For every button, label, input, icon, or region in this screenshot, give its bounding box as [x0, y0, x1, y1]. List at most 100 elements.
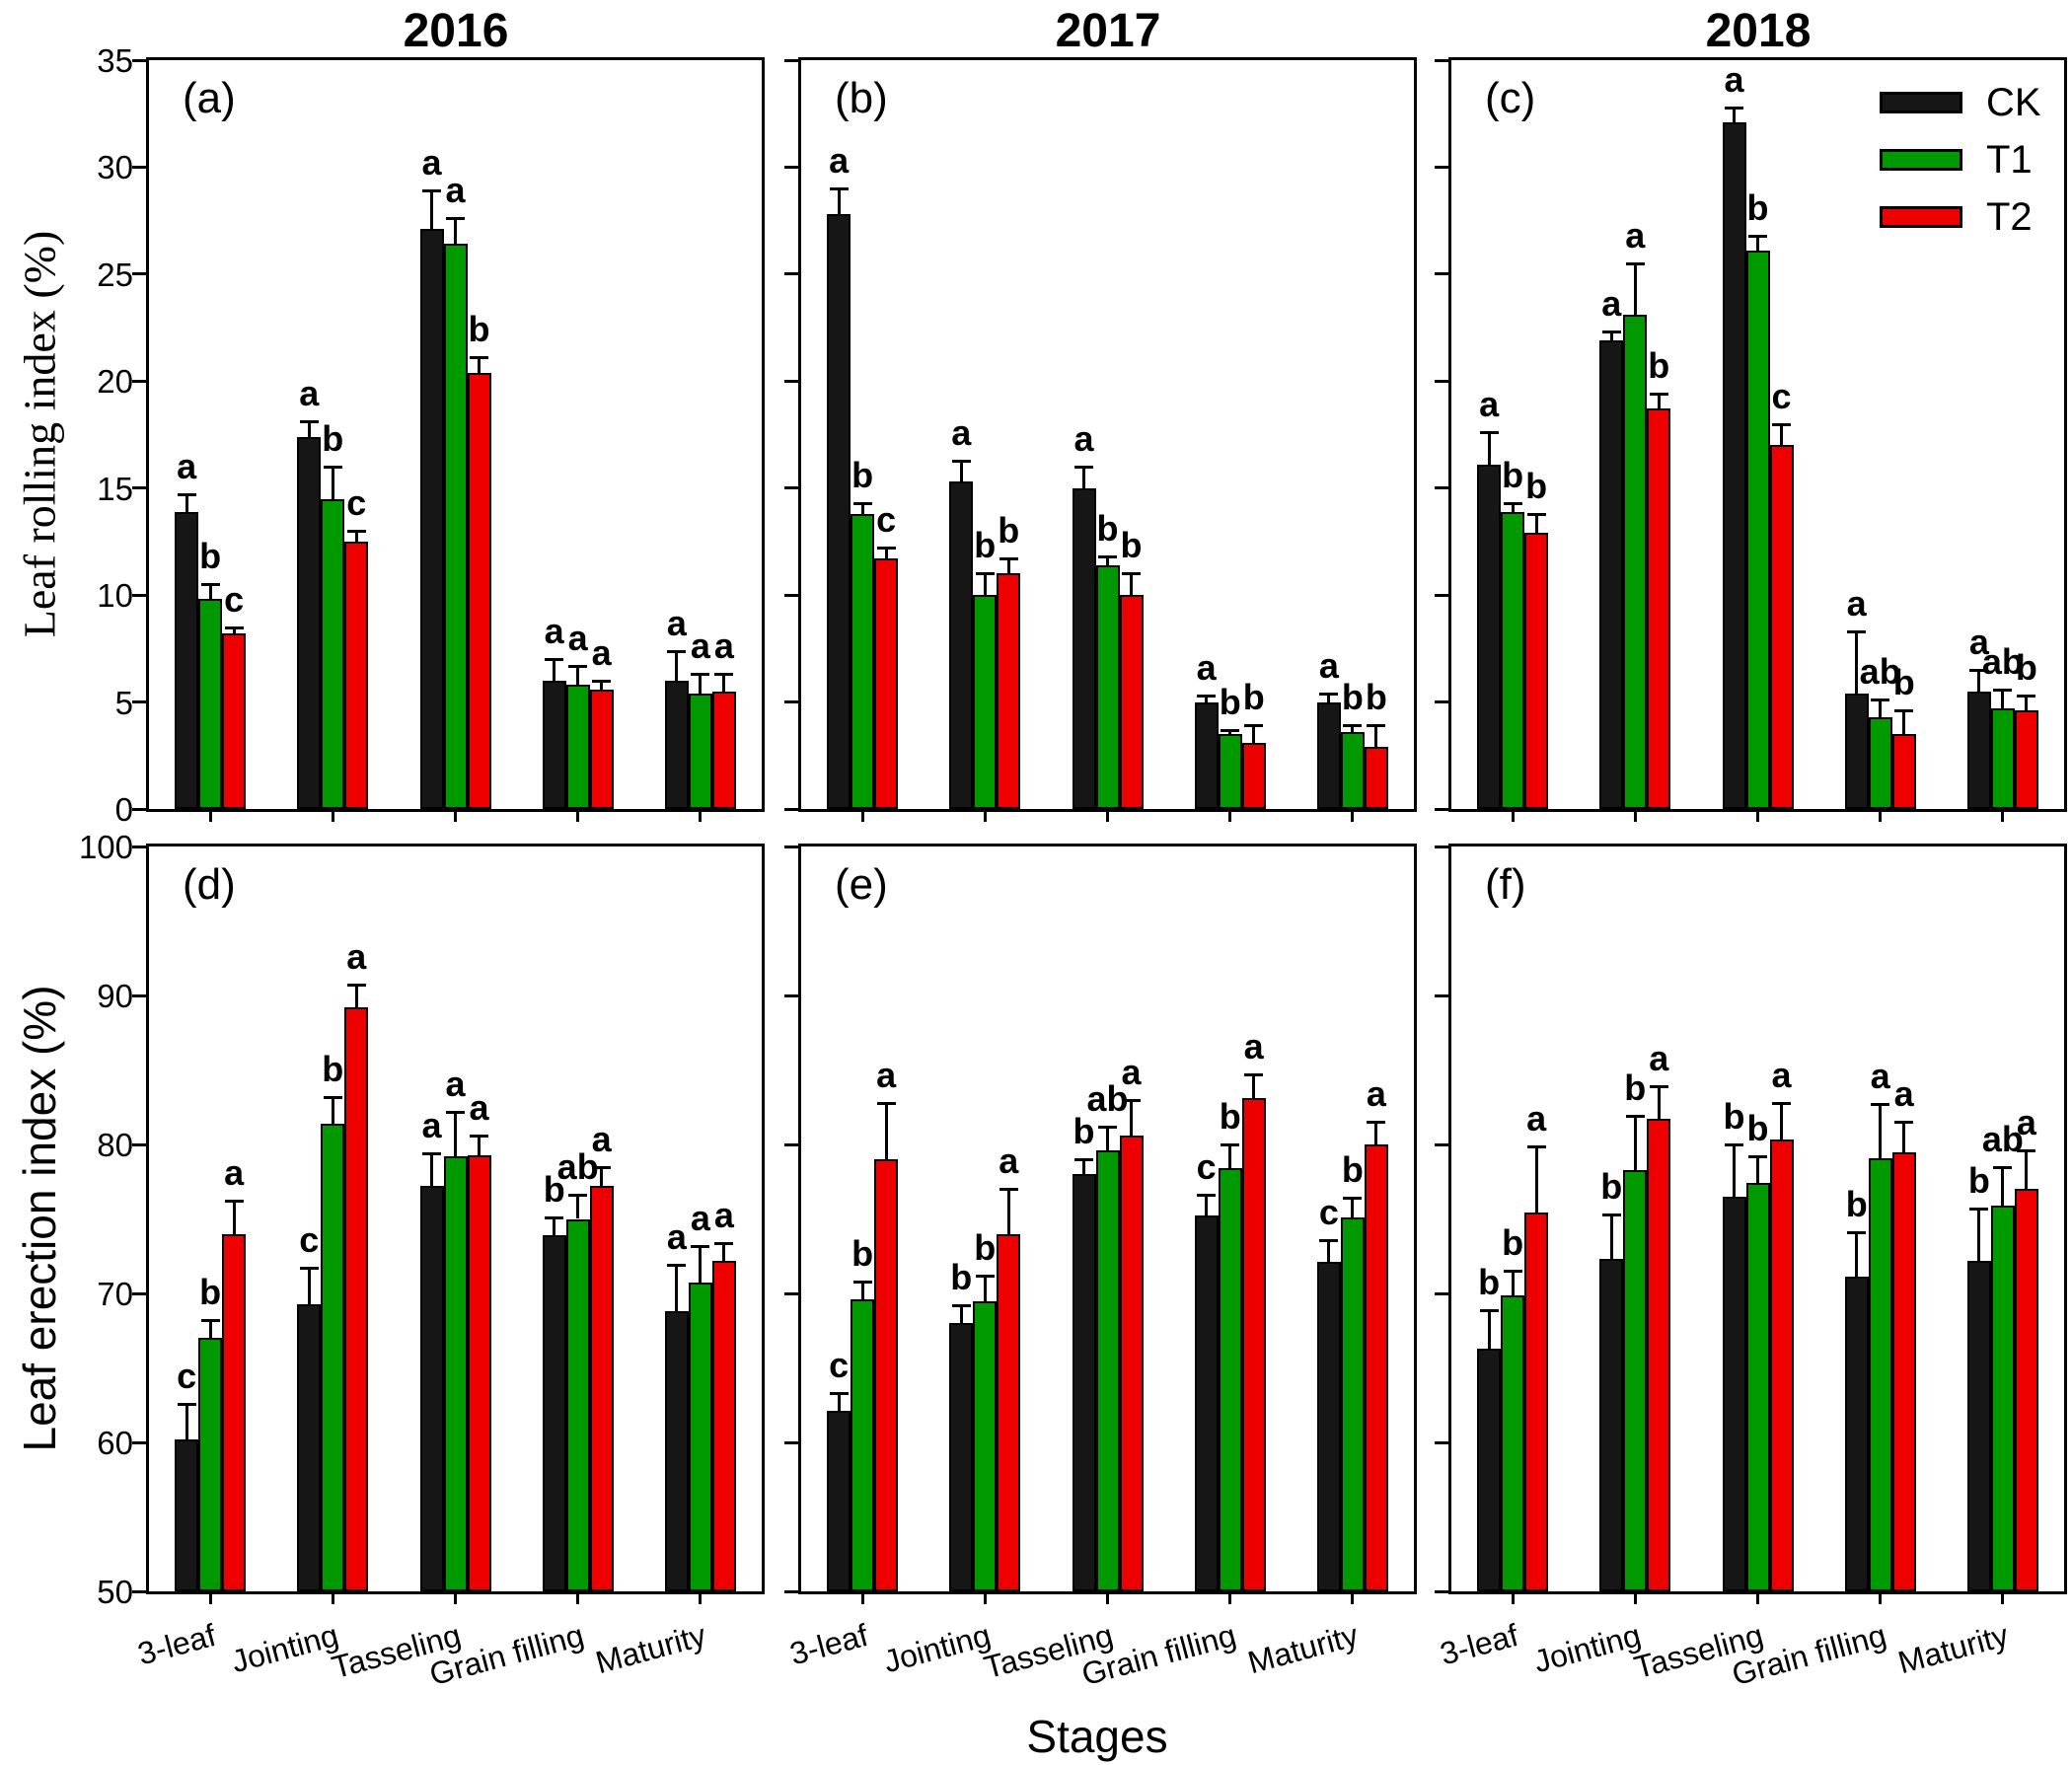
significance-letter: b	[1723, 1096, 1745, 1137]
significance-letter: a	[567, 617, 588, 658]
error-bar-cap	[592, 1165, 612, 1169]
error-bar-line	[1733, 1144, 1736, 1197]
bar-t1-jointing	[1623, 1169, 1648, 1591]
bar-t2-grain-filling	[589, 689, 614, 809]
error-bar-cap	[346, 984, 366, 988]
error-bar-cap	[876, 547, 896, 551]
significance-letter: b	[199, 1272, 222, 1313]
error-bar-line	[983, 1275, 987, 1301]
y-tick-mark	[784, 807, 798, 811]
bar-t2-jointing	[997, 1233, 1021, 1591]
error-bar-line	[1657, 394, 1661, 409]
significance-letter: b	[1365, 677, 1387, 718]
significance-letter: b	[1341, 677, 1364, 718]
significance-letter: ab	[1981, 1118, 2024, 1159]
significance-letter: c	[1771, 375, 1792, 416]
y-axis-title-leaf-rolling: Leaf rolling index (%)	[14, 230, 65, 638]
significance-letter: ab	[1981, 640, 2024, 682]
significance-letter: a	[544, 611, 564, 652]
error-bar-cap	[1993, 688, 2013, 692]
significance-letter: ab	[1859, 651, 1901, 693]
error-bar-cap	[200, 583, 220, 587]
error-bar-line	[1977, 1208, 1981, 1261]
y-tick-mark	[1435, 700, 1448, 704]
y-tick-label: 35	[97, 42, 133, 79]
bar-t1-maturity	[1990, 708, 2015, 809]
column-title-2017: 2017	[1055, 5, 1161, 57]
bar-t1-grain-filling	[565, 685, 590, 809]
error-bar-line	[1374, 1122, 1378, 1144]
error-bar-line	[478, 357, 481, 373]
y-tick-mark	[784, 1142, 798, 1146]
bar-ck-tasseling	[1072, 487, 1096, 809]
error-bar-line	[454, 218, 457, 245]
significance-letter: a	[1526, 1097, 1547, 1139]
x-tick-mark	[1106, 1591, 1109, 1604]
x-tick-mark	[576, 809, 580, 822]
bar-t1-maturity	[1340, 1216, 1365, 1591]
bar-t2-jointing	[997, 573, 1021, 809]
bar-t2-maturity	[2014, 1189, 2038, 1591]
significance-letter: b	[1502, 454, 1524, 495]
error-bar-cap	[975, 1274, 995, 1278]
significance-letter: b	[322, 1048, 344, 1089]
y-tick-label: 15	[97, 470, 133, 507]
error-bar-cap	[1367, 724, 1386, 728]
error-bar-line	[1511, 1271, 1515, 1295]
panel-label-d: (d)	[183, 860, 236, 909]
y-tick-mark	[132, 165, 146, 169]
error-bar-line	[1351, 1198, 1355, 1217]
bar-t2-jointing	[1647, 408, 1671, 809]
error-bar-cap	[224, 1200, 244, 1204]
significance-letter: b	[1120, 525, 1143, 566]
error-bar-cap	[1772, 1101, 1791, 1105]
error-bar-cap	[714, 1241, 734, 1245]
error-bar-cap	[1197, 695, 1217, 699]
error-bar-line	[884, 548, 888, 559]
significance-letter: b	[974, 525, 997, 566]
bar-t1-maturity	[688, 1283, 712, 1591]
error-bar-cap	[177, 1402, 196, 1406]
y-tick-mark	[132, 1291, 146, 1295]
error-bar-cap	[1479, 1308, 1499, 1312]
error-bar-line	[722, 1242, 726, 1261]
error-bar-cap	[1526, 1144, 1546, 1148]
bar-ck-grain-filling	[542, 680, 566, 809]
error-bar-cap	[323, 466, 342, 470]
bar-ck-jointing	[297, 436, 322, 809]
error-bar-line	[307, 421, 311, 437]
error-bar-line	[1327, 1239, 1331, 1263]
error-bar-cap	[1871, 1103, 1890, 1107]
legend-label-t2: T2	[1986, 194, 2033, 239]
error-bar-line	[1228, 1144, 1232, 1169]
significance-letter: a	[690, 1197, 710, 1238]
panel-c-leaf-rolling-2018: (c) a b b a a b a b c a ab b a ab b	[1435, 57, 2067, 822]
bar-t1-tasseling	[1095, 1150, 1120, 1591]
error-bar-line	[600, 1166, 604, 1187]
y-tick-mark	[1435, 1589, 1448, 1593]
legend-item-ck: CK	[1880, 81, 2041, 124]
error-bar-line	[208, 584, 212, 600]
bar-ck-maturity	[664, 680, 689, 809]
bar-t2-grain-filling	[1241, 742, 1266, 809]
error-bar-line	[2001, 1166, 2005, 1206]
y-tick-mark	[784, 379, 798, 383]
error-bar-line	[2025, 696, 2029, 711]
x-tick-mark	[1633, 1591, 1637, 1604]
legend-swatch-t2	[1880, 206, 1962, 228]
bar-t1-3-leaf	[198, 599, 223, 809]
error-bar-line	[1082, 1159, 1085, 1175]
y-tick-mark	[784, 58, 798, 62]
y-tick-mark	[132, 807, 146, 811]
y-tick-mark	[132, 379, 146, 383]
significance-letter: c	[299, 1219, 320, 1261]
significance-letter: b	[1746, 186, 1769, 228]
significance-letter: a	[951, 411, 972, 453]
error-bar-line	[699, 1245, 703, 1284]
x-tick-mark	[331, 1591, 334, 1604]
y-tick-label: 50	[97, 1574, 133, 1610]
y-tick-mark	[784, 272, 798, 276]
error-bar-cap	[1526, 512, 1546, 516]
error-bar-line	[232, 1201, 236, 1234]
bar-t1-tasseling	[1095, 564, 1120, 809]
